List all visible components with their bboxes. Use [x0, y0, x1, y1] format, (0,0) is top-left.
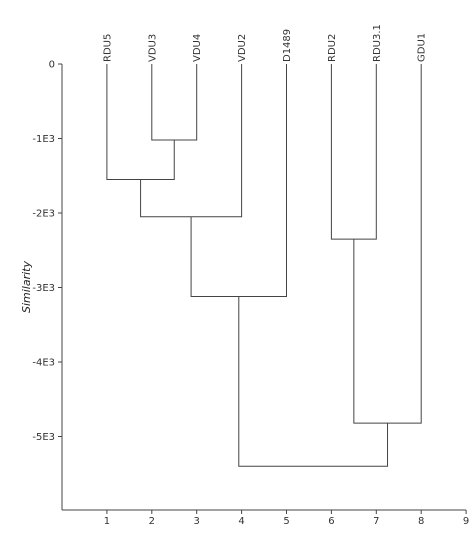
- leaf-label: VDU4: [192, 34, 203, 62]
- dendrogram-link: [330, 64, 377, 240]
- x-tick-label: 3: [194, 516, 200, 527]
- leaf-label: VDU2: [237, 34, 248, 62]
- x-tick-label: 4: [238, 516, 244, 527]
- x-tick-label: 5: [283, 516, 289, 527]
- dendrogram-link: [106, 64, 175, 180]
- leaf-label: D1489: [282, 29, 293, 62]
- y-tick-label: -2E3: [32, 209, 55, 220]
- leaf-label: RDU2: [327, 34, 338, 62]
- dendrogram-links: [106, 64, 422, 467]
- leaf-label: RDU3.1: [372, 24, 383, 62]
- y-tick-label: -4E3: [32, 358, 55, 369]
- dendrogram-link: [151, 64, 198, 141]
- y-axis-label: Similarity: [20, 261, 33, 313]
- x-tick-label: 7: [373, 516, 379, 527]
- dendrogram-link: [190, 64, 287, 297]
- dendrogram-link: [353, 64, 422, 424]
- leaf-labels: RDU5 VDU3 VDU4 VDU2 D1489 RDU2 RDU3.1 GDU1: [102, 24, 427, 62]
- x-tick-label: 8: [418, 516, 424, 527]
- x-tick-label: 1: [104, 516, 110, 527]
- y-tick-label: 0: [49, 60, 55, 71]
- leaf-label: GDU1: [417, 33, 428, 62]
- y-ticks: 0 -1E3 -2E3 -3E3 -4E3 -5E3: [32, 60, 62, 443]
- x-tick-label: 9: [463, 516, 469, 527]
- leaf-label: RDU5: [102, 34, 113, 62]
- y-tick-label: -1E3: [32, 134, 55, 145]
- x-ticks: 1 2 3 4 5 6 7 8 9: [104, 510, 469, 527]
- dendrogram-link: [238, 296, 389, 467]
- x-tick-label: 2: [149, 516, 155, 527]
- y-tick-label: -3E3: [32, 283, 55, 294]
- leaf-label: VDU3: [147, 34, 158, 62]
- x-tick-label: 6: [328, 516, 334, 527]
- y-tick-label: -5E3: [32, 432, 55, 443]
